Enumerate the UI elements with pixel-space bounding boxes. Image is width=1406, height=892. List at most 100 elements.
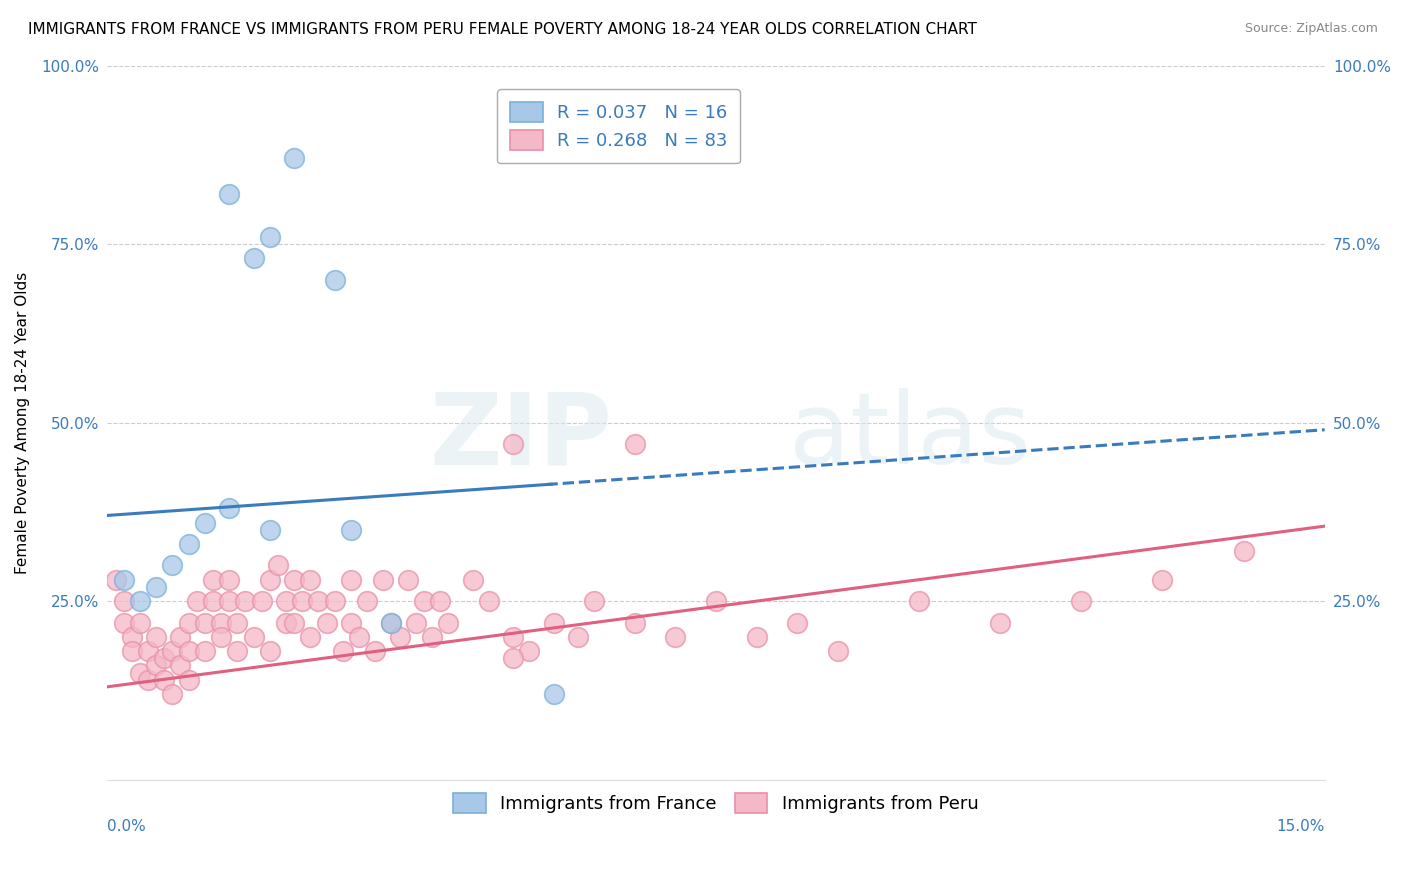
Point	[299, 573, 322, 587]
Point	[162, 558, 184, 573]
Point	[745, 630, 768, 644]
Point	[543, 687, 565, 701]
Text: ZIP: ZIP	[430, 388, 613, 485]
Point	[283, 615, 305, 630]
Point	[340, 615, 363, 630]
Point	[323, 273, 346, 287]
Point	[988, 615, 1011, 630]
Point	[112, 615, 135, 630]
Point	[502, 651, 524, 665]
Point	[226, 644, 249, 658]
Text: atlas: atlas	[789, 388, 1031, 485]
Point	[218, 187, 240, 202]
Point	[299, 630, 322, 644]
Point	[162, 687, 184, 701]
Point	[664, 630, 686, 644]
Point	[162, 644, 184, 658]
Point	[380, 615, 402, 630]
Point	[347, 630, 370, 644]
Point	[201, 594, 224, 608]
Y-axis label: Female Poverty Among 18-24 Year Olds: Female Poverty Among 18-24 Year Olds	[15, 271, 30, 574]
Point	[145, 580, 167, 594]
Point	[373, 573, 395, 587]
Point	[380, 615, 402, 630]
Point	[112, 573, 135, 587]
Point	[218, 573, 240, 587]
Point	[112, 594, 135, 608]
Point	[583, 594, 606, 608]
Point	[259, 644, 281, 658]
Point	[153, 673, 176, 687]
Point	[194, 644, 217, 658]
Point	[624, 437, 647, 451]
Point	[543, 615, 565, 630]
Point	[307, 594, 329, 608]
Point	[283, 573, 305, 587]
Point	[1070, 594, 1092, 608]
Point	[315, 615, 337, 630]
Point	[218, 594, 240, 608]
Point	[259, 573, 281, 587]
Point	[908, 594, 931, 608]
Point	[420, 630, 443, 644]
Point	[136, 644, 159, 658]
Point	[129, 615, 152, 630]
Point	[437, 615, 460, 630]
Point	[226, 615, 249, 630]
Point	[177, 673, 200, 687]
Point	[291, 594, 314, 608]
Point	[519, 644, 541, 658]
Point	[405, 615, 427, 630]
Point	[121, 644, 143, 658]
Point	[356, 594, 378, 608]
Point	[364, 644, 387, 658]
Text: Source: ZipAtlas.com: Source: ZipAtlas.com	[1244, 22, 1378, 36]
Point	[186, 594, 208, 608]
Point	[136, 673, 159, 687]
Point	[242, 252, 264, 266]
Point	[413, 594, 436, 608]
Point	[267, 558, 290, 573]
Point	[259, 230, 281, 244]
Point	[1152, 573, 1174, 587]
Point	[129, 665, 152, 680]
Point	[323, 594, 346, 608]
Point	[194, 615, 217, 630]
Point	[145, 658, 167, 673]
Point	[177, 537, 200, 551]
Point	[332, 644, 354, 658]
Point	[388, 630, 411, 644]
Point	[235, 594, 257, 608]
Point	[624, 615, 647, 630]
Point	[827, 644, 849, 658]
Point	[209, 630, 232, 644]
Point	[209, 615, 232, 630]
Point	[153, 651, 176, 665]
Point	[121, 630, 143, 644]
Point	[567, 630, 589, 644]
Point	[704, 594, 727, 608]
Point	[177, 615, 200, 630]
Point	[340, 573, 363, 587]
Point	[274, 615, 297, 630]
Point	[201, 573, 224, 587]
Point	[250, 594, 273, 608]
Point	[129, 594, 152, 608]
Point	[169, 658, 191, 673]
Point	[194, 516, 217, 530]
Point	[502, 630, 524, 644]
Point	[786, 615, 808, 630]
Point	[145, 630, 167, 644]
Point	[259, 523, 281, 537]
Point	[340, 523, 363, 537]
Point	[242, 630, 264, 644]
Point	[218, 501, 240, 516]
Text: 15.0%: 15.0%	[1277, 819, 1324, 834]
Point	[461, 573, 484, 587]
Point	[169, 630, 191, 644]
Point	[478, 594, 501, 608]
Point	[283, 152, 305, 166]
Point	[1232, 544, 1254, 558]
Point	[274, 594, 297, 608]
Legend: Immigrants from France, Immigrants from Peru: Immigrants from France, Immigrants from …	[446, 785, 986, 821]
